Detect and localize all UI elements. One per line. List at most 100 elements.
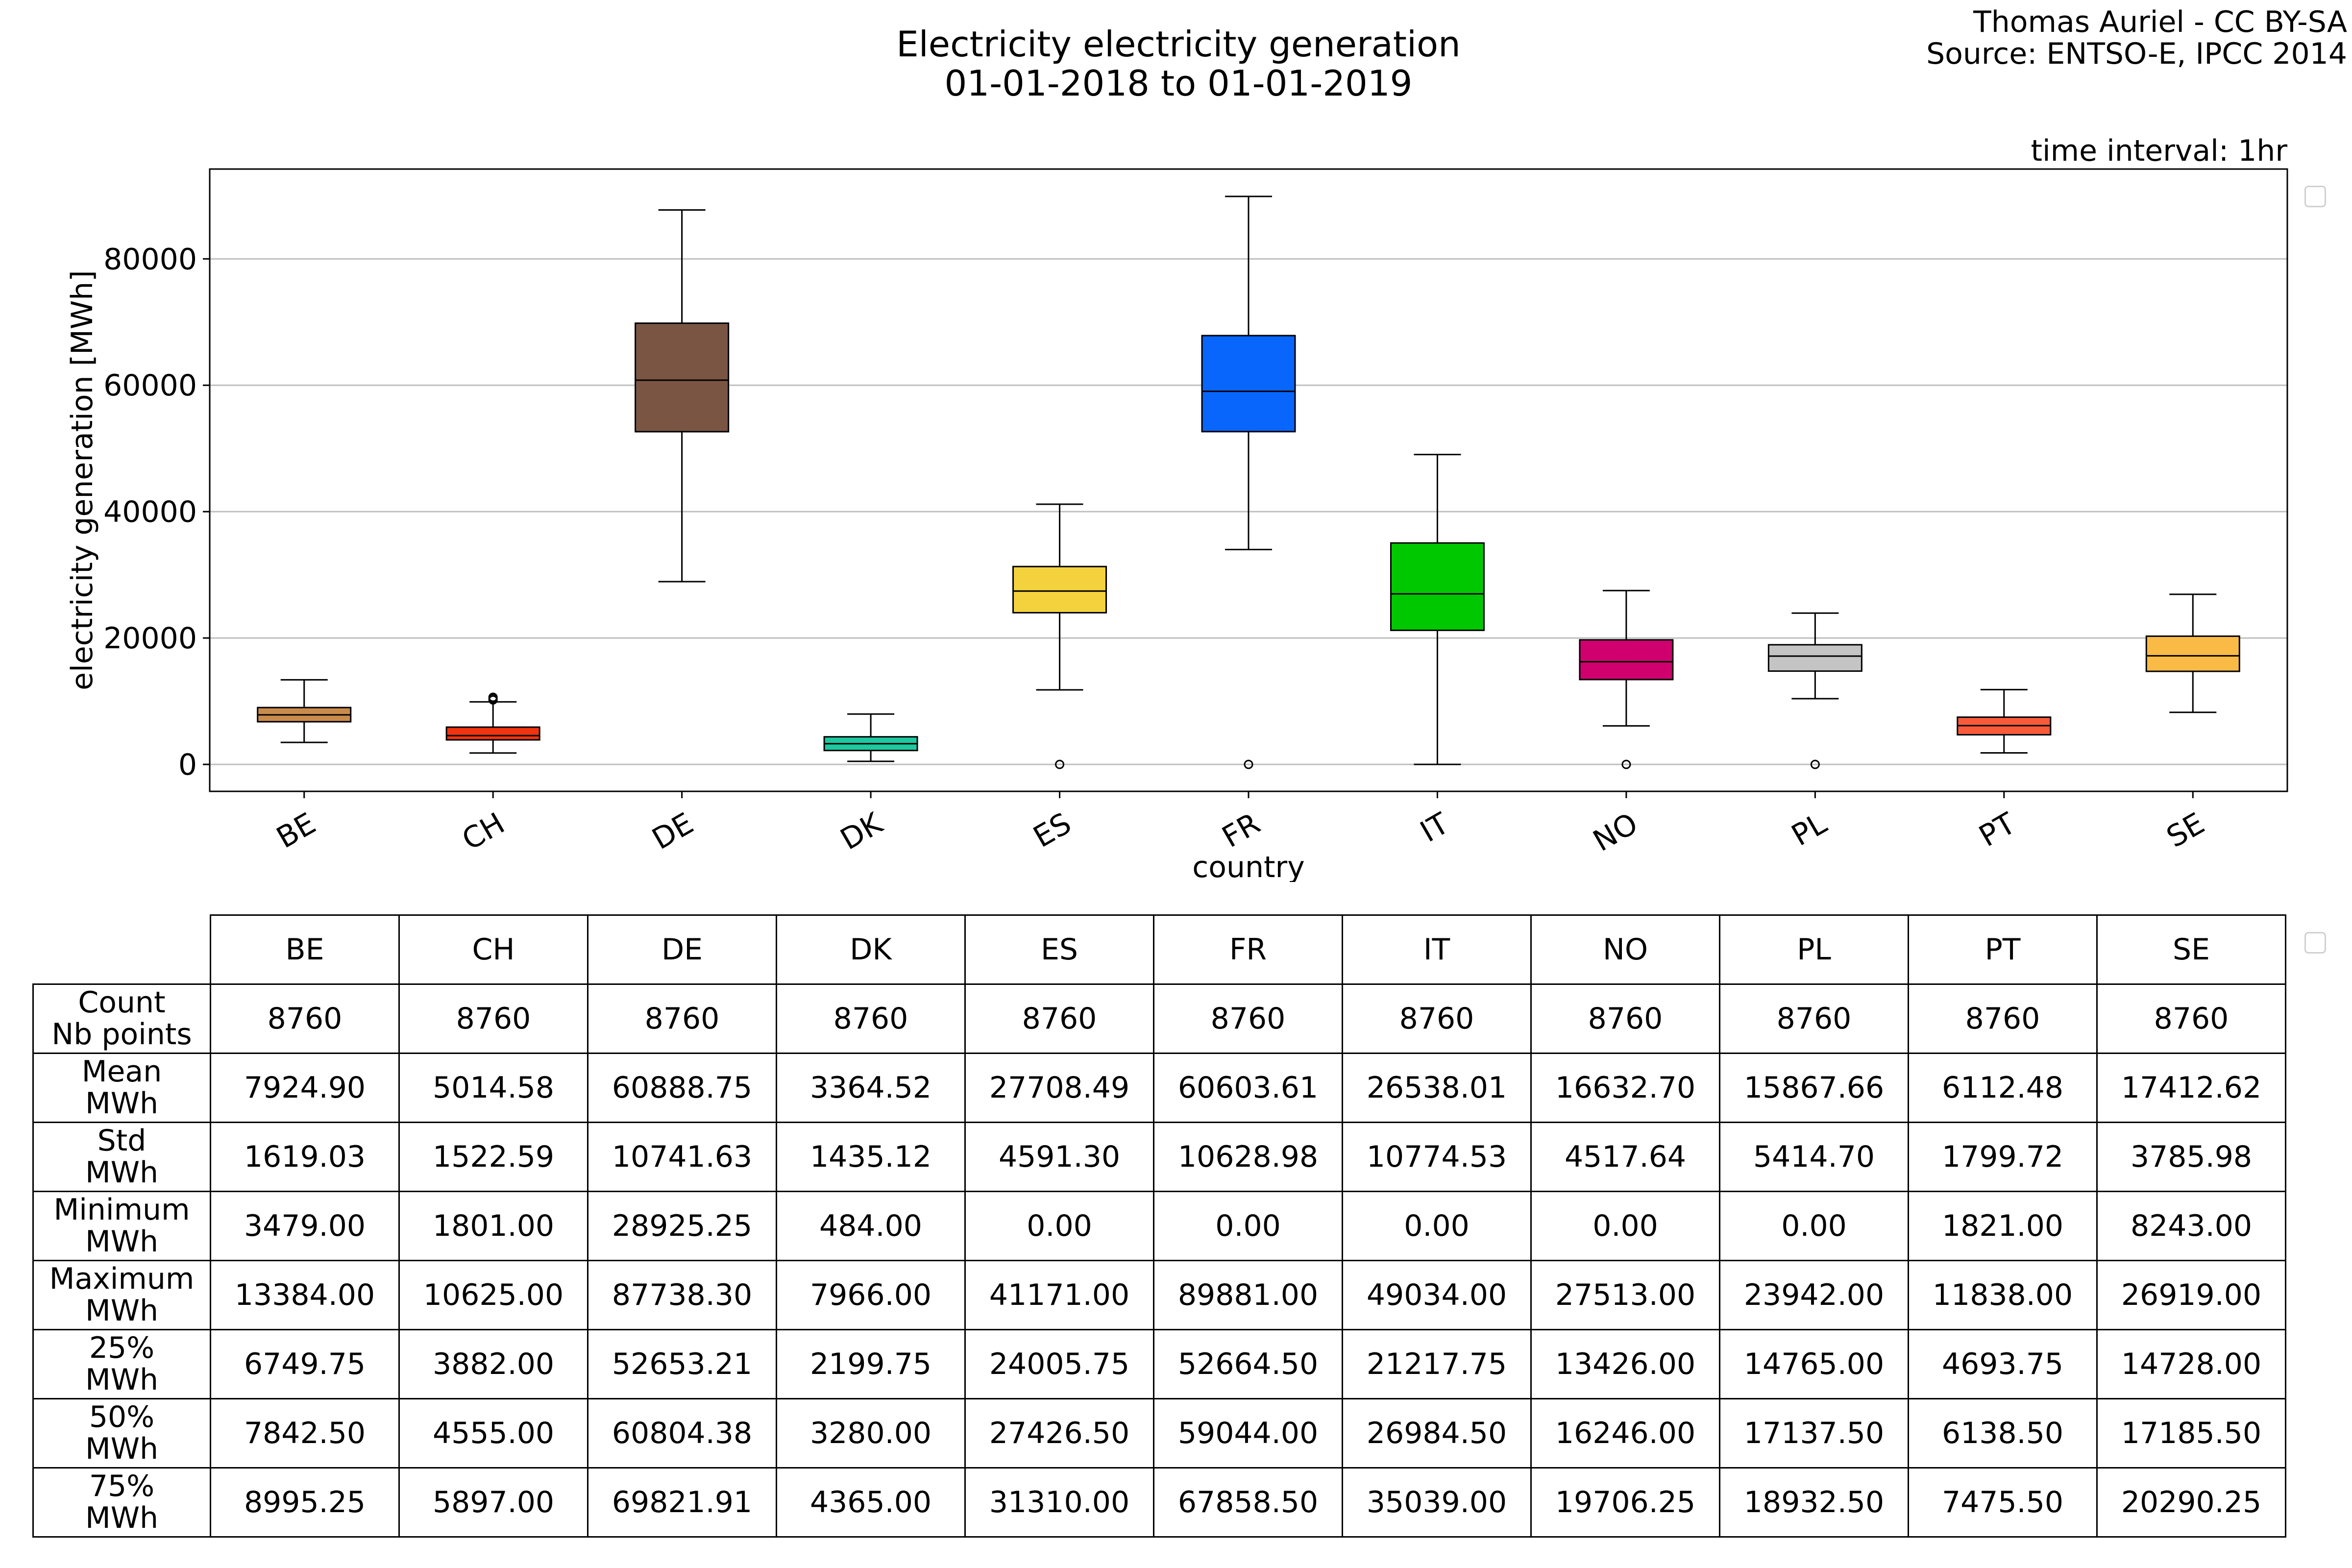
- table-cell: 8243.00: [2096, 1191, 2286, 1261]
- table-corner: [33, 915, 211, 985]
- table-cell: 6112.48: [1908, 1053, 2098, 1123]
- row-label: Std MWh: [32, 1122, 211, 1192]
- table-cell: 8760: [964, 983, 1154, 1054]
- table-cell: 1619.03: [210, 1122, 400, 1192]
- table-cell: 1522.59: [398, 1122, 588, 1192]
- x-axis: BE CH DE DK ES FR IT NO PL PT SE: [271, 791, 2210, 858]
- box-dk: [823, 713, 918, 762]
- x-tick-label: FR: [1217, 806, 1266, 855]
- x-tick-label: IT: [1415, 806, 1455, 849]
- table-cell: 24005.75: [964, 1329, 1154, 1399]
- table-cell: 3479.00: [210, 1191, 400, 1261]
- table-cell: 89881.00: [1153, 1260, 1343, 1330]
- box-pl: [1767, 612, 1862, 769]
- table-cell: 26919.00: [2096, 1260, 2286, 1330]
- table-cell: 41171.00: [964, 1260, 1154, 1330]
- header-cell: SE: [2096, 914, 2286, 985]
- table-body: Count Nb points 8760 8760 8760 8760 8760 8760 8…: [32, 983, 2286, 1538]
- table-cell: 35039.00: [1342, 1467, 1532, 1538]
- table-row: Count Nb points 8760 8760 8760 8760 8760 8760 8…: [32, 983, 2286, 1054]
- table-cell: 8760: [776, 983, 966, 1054]
- table-row: Maximum MWh 13384.00 10625.00 87738.30 7966.…: [32, 1260, 2286, 1330]
- table-cell: 13384.00: [210, 1260, 400, 1330]
- header-cell: PL: [1719, 914, 1909, 985]
- table-cell: 3785.98: [2096, 1122, 2286, 1192]
- table-cell: 27513.00: [1530, 1260, 1720, 1330]
- table-cell: 8760: [210, 983, 400, 1054]
- box-body: [1390, 542, 1485, 631]
- x-axis-label: country: [1192, 850, 1304, 882]
- table-cell: 6749.75: [210, 1329, 400, 1399]
- table-cell: 28925.25: [587, 1191, 777, 1261]
- table-cell: 17185.50: [2096, 1398, 2286, 1469]
- table-cell: 0.00: [1719, 1191, 1909, 1261]
- table-cell: 5414.70: [1719, 1122, 1909, 1192]
- table-cell: 6138.50: [1908, 1398, 2098, 1469]
- box-pt: [1957, 688, 2052, 754]
- table-row: 25% MWh 6749.75 3882.00 52653.21 2199.75 2400…: [32, 1329, 2286, 1399]
- table-cell: 1801.00: [398, 1191, 588, 1261]
- table-cell: 4365.00: [776, 1467, 966, 1538]
- table-cell: 10628.98: [1153, 1122, 1343, 1192]
- table-cell: 49034.00: [1342, 1260, 1532, 1330]
- table-row: 50% MWh 7842.50 4555.00 60804.38 3280.00 2742…: [32, 1398, 2286, 1469]
- table-cell: 21217.75: [1342, 1329, 1532, 1399]
- legend-checkbox-bottom[interactable]: [2304, 932, 2326, 954]
- box-body: [445, 726, 540, 741]
- table-cell: 7842.50: [210, 1398, 400, 1469]
- row-label: Mean MWh: [32, 1053, 211, 1123]
- header-cell: IT: [1342, 914, 1532, 985]
- table-cell: 87738.30: [587, 1260, 777, 1330]
- table-cell: 14765.00: [1719, 1329, 1909, 1399]
- row-label: Maximum MWh: [32, 1260, 211, 1330]
- table-cell: 0.00: [964, 1191, 1154, 1261]
- table-cell: 7966.00: [776, 1260, 966, 1330]
- time-interval-label: time interval: 1hr: [2031, 134, 2287, 168]
- table-row: 75% MWh 8995.25 5897.00 69821.91 4365.00 3131…: [32, 1467, 2286, 1538]
- outlier-point: [488, 692, 498, 702]
- row-label: Minimum MWh: [32, 1191, 211, 1261]
- plot-frame: [209, 168, 2288, 792]
- y-tick-label: 20000: [103, 621, 197, 656]
- legend-checkbox-top[interactable]: [2304, 186, 2326, 207]
- table-cell: 8760: [1719, 983, 1909, 1054]
- header-cell: ES: [964, 914, 1154, 985]
- table-cell: 8760: [398, 983, 588, 1054]
- credit-line1: Thomas Auriel - CC BY-SA: [1973, 5, 2347, 39]
- table-cell: 8760: [587, 983, 777, 1054]
- credit-line2: Source: ENTSO-E, IPCC 2014: [1926, 37, 2347, 71]
- table-cell: 11838.00: [1908, 1260, 2098, 1330]
- table-cell: 1821.00: [1908, 1191, 2098, 1261]
- table-cell: 2199.75: [776, 1329, 966, 1399]
- x-tick-label: ES: [1028, 806, 1077, 855]
- header-cell: FR: [1153, 914, 1343, 985]
- box-se: [2145, 593, 2240, 713]
- table-cell: 10774.53: [1342, 1122, 1532, 1192]
- table-cell: 52653.21: [587, 1329, 777, 1399]
- box-body: [2145, 635, 2240, 672]
- header-cell: DE: [587, 914, 777, 985]
- table-row: Std MWh 1619.03 1522.59 10741.63 1435.12 4591…: [32, 1122, 2286, 1192]
- table-cell: 19706.25: [1530, 1467, 1720, 1538]
- y-axis-label: electricity generation [MWh]: [65, 270, 99, 690]
- y-tick-label: 80000: [103, 242, 197, 276]
- table-cell: 8760: [1908, 983, 2098, 1054]
- table-cell: 3280.00: [776, 1398, 966, 1469]
- box-no: [1579, 589, 1674, 769]
- table-cell: 4693.75: [1908, 1329, 2098, 1399]
- box-body: [635, 322, 730, 433]
- table-row: Minimum MWh 3479.00 1801.00 28925.25 484.00 0…: [32, 1191, 2286, 1261]
- table-cell: 3882.00: [398, 1329, 588, 1399]
- table-cell: 52664.50: [1153, 1329, 1343, 1399]
- outlier-point: [1621, 760, 1631, 769]
- table-cell: 20290.25: [2096, 1467, 2286, 1538]
- boxplot-chart: Electricity electricity generation 01-01…: [65, 5, 2347, 882]
- table-cell: 0.00: [1530, 1191, 1720, 1261]
- table-cell: 0.00: [1153, 1191, 1343, 1261]
- table-cell: 10625.00: [398, 1260, 588, 1330]
- row-label: 25% MWh: [32, 1329, 211, 1399]
- x-tick-label: DE: [646, 806, 699, 857]
- table-cell: 17137.50: [1719, 1398, 1909, 1469]
- table-row: Mean MWh 7924.90 5014.58 60888.75 3364.52 277…: [32, 1053, 2286, 1123]
- y-tick-label: 60000: [103, 368, 197, 403]
